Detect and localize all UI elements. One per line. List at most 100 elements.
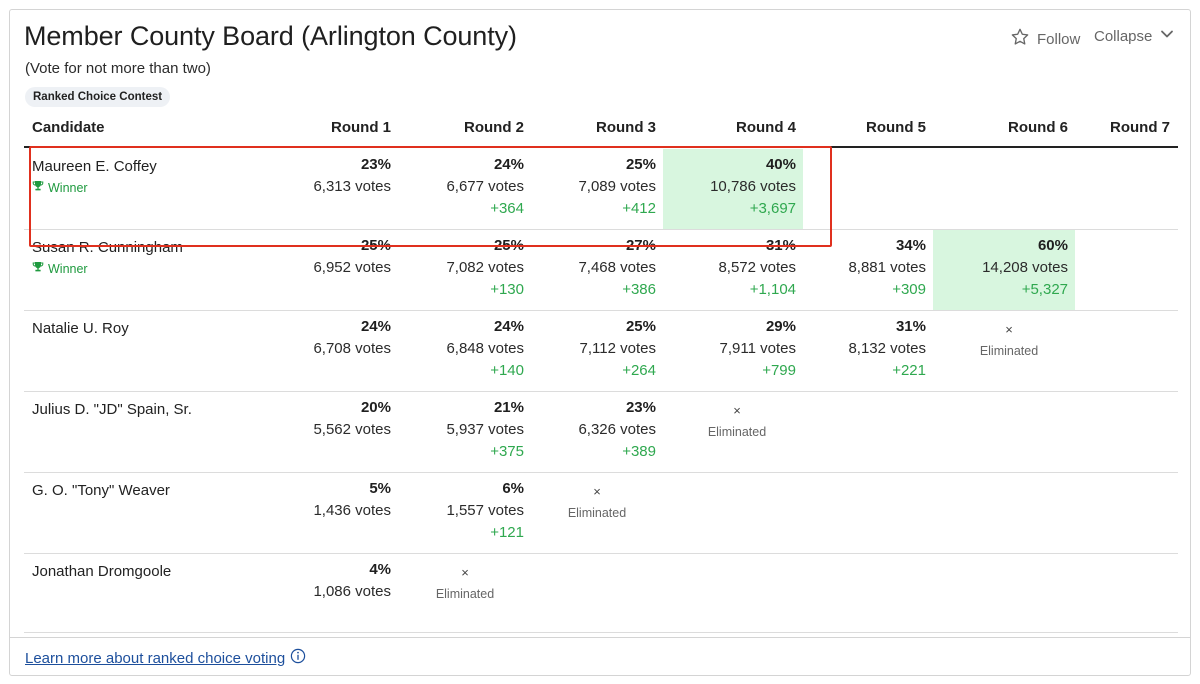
vote-count: 8,132 votes	[848, 340, 926, 357]
eliminated-marker: × Eliminated	[692, 403, 782, 441]
row-divider	[24, 391, 1178, 392]
winner-badge: Winner	[32, 261, 88, 276]
vote-percent: 40%	[765, 156, 796, 173]
learn-more-text: Learn more about ranked choice voting	[25, 649, 286, 667]
trophy-icon	[32, 180, 44, 195]
vote-percent: 24%	[360, 318, 391, 335]
table-bottom-divider	[24, 632, 1178, 633]
round-4-result: 29% 7,911 votes +799	[686, 316, 796, 382]
vote-transfer: +130	[490, 281, 524, 298]
vote-count: 6,708 votes	[313, 340, 391, 357]
vote-count: 10,786 votes	[710, 178, 796, 195]
row-divider	[24, 310, 1178, 311]
vote-transfer: +140	[490, 362, 524, 379]
vote-transfer: +389	[622, 443, 656, 460]
vote-transfer: +375	[490, 443, 524, 460]
follow-label: Follow	[1037, 30, 1081, 48]
chevron-down-icon	[1160, 27, 1174, 45]
header-round-3: Round 3	[596, 119, 656, 136]
vote-count: 7,082 votes	[446, 259, 524, 276]
round-1-result: 24% 6,708 votes	[281, 316, 391, 360]
vote-count: 8,572 votes	[718, 259, 796, 276]
vote-count: 6,313 votes	[313, 178, 391, 195]
round-6-result: 60% 14,208 votes +5,327	[958, 235, 1068, 301]
vote-percent: 25%	[625, 318, 656, 335]
eliminated-label: Eliminated	[979, 344, 1039, 358]
eliminated-marker: × Eliminated	[964, 322, 1054, 360]
row-divider	[24, 229, 1178, 230]
round-1-result: 5% 1,436 votes	[281, 478, 391, 522]
vote-count: 1,557 votes	[446, 502, 524, 519]
eliminated-x-icon: ×	[1005, 322, 1013, 337]
vote-count: 6,848 votes	[446, 340, 524, 357]
vote-percent: 4%	[369, 561, 391, 578]
vote-transfer: +386	[622, 281, 656, 298]
winner-label: Winner	[48, 261, 88, 276]
vote-transfer: +412	[622, 200, 656, 217]
candidate-name: Jonathan Dromgoole	[32, 563, 172, 580]
vote-percent: 25%	[625, 156, 656, 173]
candidate-name: Susan R. Cunningham	[32, 239, 183, 256]
vote-percent: 23%	[625, 399, 656, 416]
follow-button[interactable]: Follow	[1010, 27, 1080, 51]
vote-count: 8,881 votes	[848, 259, 926, 276]
vote-percent: 23%	[360, 156, 391, 173]
vote-percent: 31%	[895, 318, 926, 335]
row-divider	[24, 553, 1178, 554]
star-icon	[1010, 27, 1030, 51]
header-round-4: Round 4	[736, 119, 796, 136]
learn-more-link[interactable]: Learn more about ranked choice voting	[25, 648, 306, 668]
eliminated-label: Eliminated	[567, 506, 627, 520]
eliminated-x-icon: ×	[733, 403, 741, 418]
round-2-result: 24% 6,677 votes +364	[414, 154, 524, 220]
round-1-result: 4% 1,086 votes	[281, 559, 391, 603]
footer-divider	[10, 637, 1190, 638]
winner-label: Winner	[48, 180, 88, 195]
round-3-result: 23% 6,326 votes +389	[546, 397, 656, 463]
annotation-highlight-box	[29, 146, 832, 247]
vote-count: 1,436 votes	[313, 502, 391, 519]
header-round-6: Round 6	[1008, 119, 1068, 136]
vote-transfer: +121	[490, 524, 524, 541]
vote-count: 1,086 votes	[313, 583, 391, 600]
winning-round-highlight	[933, 230, 1075, 310]
candidate-name: Natalie U. Roy	[32, 320, 129, 337]
vote-percent: 24%	[493, 318, 524, 335]
header-round-1: Round 1	[331, 119, 391, 136]
round-2-result: 6% 1,557 votes +121	[414, 478, 524, 544]
header-round-2: Round 2	[464, 119, 524, 136]
vote-count: 14,208 votes	[982, 259, 1068, 276]
round-4-result: 40% 10,786 votes +3,697	[686, 154, 796, 220]
eliminated-x-icon: ×	[461, 565, 469, 580]
winner-badge: Winner	[32, 180, 88, 195]
vote-transfer: +5,327	[1021, 281, 1068, 298]
eliminated-x-icon: ×	[593, 484, 601, 499]
round-3-result: 25% 7,112 votes +264	[546, 316, 656, 382]
vote-percent: 20%	[360, 399, 391, 416]
row-divider	[24, 472, 1178, 473]
header-round-5: Round 5	[866, 119, 926, 136]
round-2-result: 24% 6,848 votes +140	[414, 316, 524, 382]
eliminated-marker: × Eliminated	[420, 565, 510, 603]
vote-count: 7,089 votes	[578, 178, 656, 195]
candidate-name: G. O. "Tony" Weaver	[32, 482, 170, 499]
round-5-result: 31% 8,132 votes +221	[816, 316, 926, 382]
vote-transfer: +1,104	[749, 281, 796, 298]
round-1-result: 23% 6,313 votes	[281, 154, 391, 198]
collapse-label: Collapse	[1094, 27, 1153, 45]
vote-percent: 6%	[502, 480, 524, 497]
collapse-button[interactable]: Collapse	[1094, 27, 1174, 45]
vote-transfer: +364	[490, 200, 524, 217]
candidate-name: Julius D. "JD" Spain, Sr.	[32, 401, 192, 418]
header-candidate: Candidate	[32, 119, 105, 136]
eliminated-marker: × Eliminated	[552, 484, 642, 522]
vote-percent: 24%	[493, 156, 524, 173]
vote-count: 6,677 votes	[446, 178, 524, 195]
round-3-result: 25% 7,089 votes +412	[546, 154, 656, 220]
contest-title: Member County Board (Arlington County)	[24, 21, 517, 51]
vote-percent: 60%	[1037, 237, 1068, 254]
vote-count: 6,326 votes	[578, 421, 656, 438]
vote-count: 5,937 votes	[446, 421, 524, 438]
vote-percent: 34%	[895, 237, 926, 254]
round-1-result: 20% 5,562 votes	[281, 397, 391, 441]
